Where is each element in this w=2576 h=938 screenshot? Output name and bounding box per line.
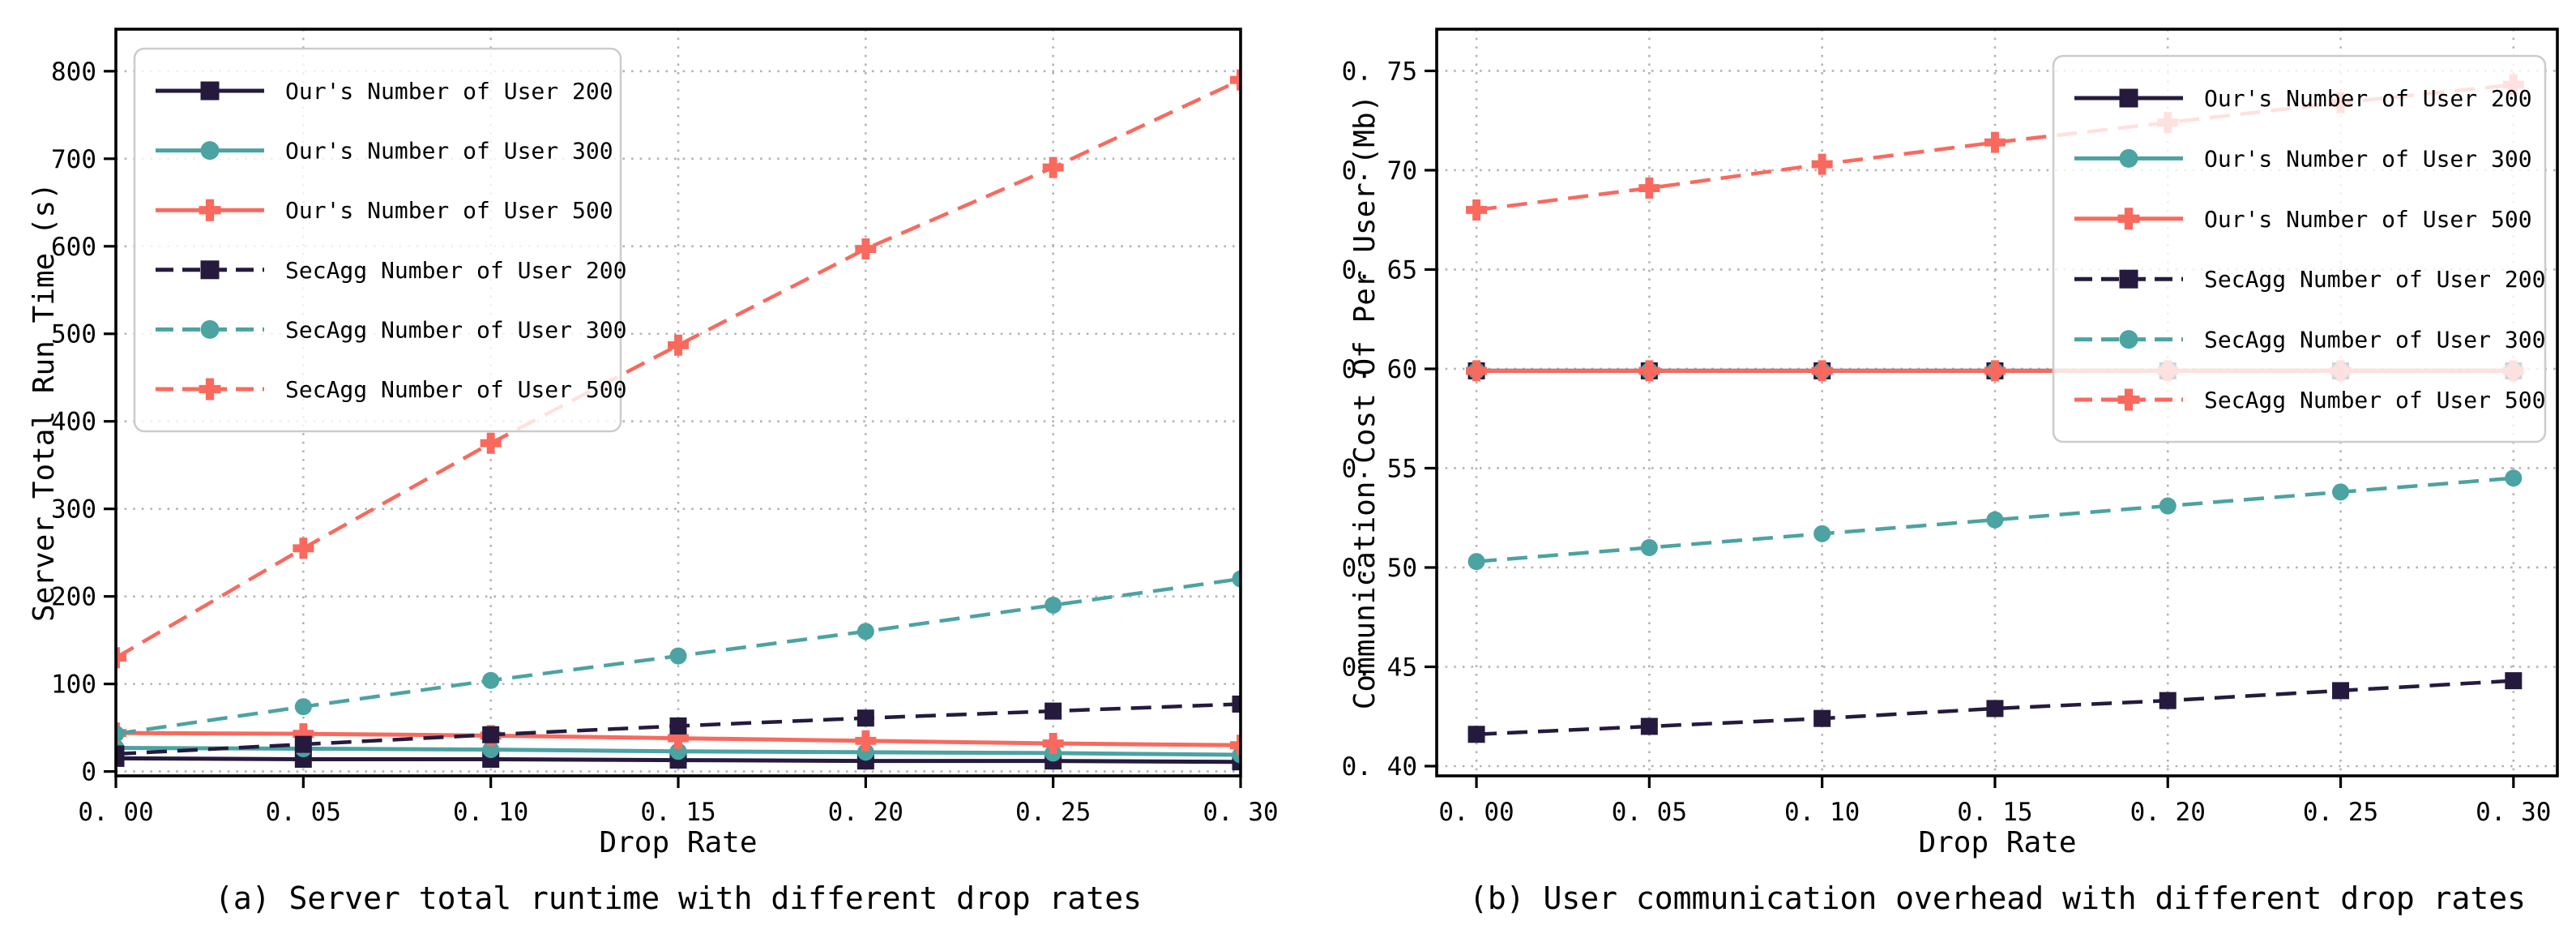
svg-text:SecAgg Number of User 500: SecAgg Number of User 500 [2204,387,2545,413]
svg-text:500: 500 [51,320,96,349]
svg-text:0. 10: 0. 10 [1784,798,1860,827]
series-6 [116,69,1241,669]
svg-text:Our's Number of User 200: Our's Number of User 200 [2204,85,2532,112]
svg-text:SecAgg Number of User 300: SecAgg Number of User 300 [2204,327,2545,353]
svg-text:SecAgg Number of User 500: SecAgg Number of User 500 [285,376,626,403]
svg-text:0. 65: 0. 65 [1342,255,1417,285]
svg-text:400: 400 [51,408,96,437]
svg-text:0. 20: 0. 20 [828,798,904,827]
svg-text:0. 15: 0. 15 [1957,798,2032,827]
plot-frame [114,28,1242,777]
svg-text:300: 300 [51,495,96,525]
svg-text:Our's Number of User 500: Our's Number of User 500 [2204,206,2532,233]
svg-text:0. 30: 0. 30 [1203,798,1278,827]
panel-b-x-axis-label: Drop Rate [1918,826,2077,859]
plot-frame [1435,28,2559,777]
svg-text:0. 10: 0. 10 [453,798,528,827]
svg-text:0. 20: 0. 20 [2130,798,2206,827]
svg-text:100: 100 [51,670,96,700]
legend-item-1: Our's Number of User 200 [2074,85,2532,112]
svg-text:0. 75: 0. 75 [1342,57,1417,86]
svg-text:700: 700 [51,145,96,174]
svg-text:0. 30: 0. 30 [2476,798,2551,827]
svg-text:0. 60: 0. 60 [1342,355,1417,384]
svg-text:Our's Number of User 300: Our's Number of User 300 [285,138,613,165]
legend-item-2: Our's Number of User 300 [156,138,613,165]
svg-text:0. 55: 0. 55 [1342,454,1417,483]
svg-text:0. 00: 0. 00 [1438,798,1514,827]
svg-text:Our's Number of User 300: Our's Number of User 300 [2204,145,2532,172]
svg-text:600: 600 [51,233,96,262]
svg-text:0. 40: 0. 40 [1342,752,1417,782]
axis-ticks [104,70,1242,788]
panel-b-caption: (b) User communication overhead with dif… [1468,880,2527,916]
tick-labels: 0. 00 0. 05 0. 10 0. 15 0. 20 0. 25 0. 30 0. 40… [1342,57,2552,827]
svg-text:0. 25: 0. 25 [2303,798,2378,827]
svg-text:0. 50: 0. 50 [1342,554,1417,583]
svg-text:0. 05: 0. 05 [266,798,341,827]
panel-b-y-axis-label: Communication Cost Of Per User (Mb) [1348,94,1382,710]
panel-a-plot: 0. 00 0. 05 0. 10 0. 15 0. 20 0. 25 0. 30 0 100 2… [51,28,1279,827]
legend-item-5: SecAgg Number of User 300 [2074,327,2545,353]
legend-box: Our's Number of User 200 Our's Number of … [133,47,626,433]
legend-item-4: SecAgg Number of User 200 [2074,266,2545,293]
svg-text:200: 200 [51,583,96,612]
svg-text:SecAgg Number of User 300: SecAgg Number of User 300 [285,316,626,343]
legend-item-6: SecAgg Number of User 500 [2074,387,2545,413]
series-4 [1467,672,2523,743]
panel-a-caption: (a) Server total runtime with different … [215,880,1142,916]
panel-a-y-axis-label: Server Total Run Time (s) [28,182,61,622]
svg-text:0. 05: 0. 05 [1612,798,1687,827]
axis-ticks [1425,69,2515,788]
legend-item-1: Our's Number of User 200 [156,78,613,105]
panel-a-x-axis-label: Drop Rate [599,826,758,859]
legend-item-3: Our's Number of User 500 [2074,206,2532,233]
svg-text:SecAgg Number of User 200: SecAgg Number of User 200 [2204,266,2545,293]
series-lines [116,69,1241,771]
svg-text:SecAgg Number of User 200: SecAgg Number of User 200 [285,257,626,284]
series-4 [116,695,1241,763]
svg-text:0: 0 [81,758,96,787]
svg-text:0. 45: 0. 45 [1342,653,1417,682]
series-5 [116,570,1241,743]
series-5 [1467,469,2523,571]
legend-item-4: SecAgg Number of User 200 [156,257,626,284]
svg-text:0. 70: 0. 70 [1342,156,1417,186]
legend-item-5: SecAgg Number of User 300 [156,316,626,343]
svg-text:800: 800 [51,58,96,87]
legend-item-2: Our's Number of User 300 [2074,145,2532,172]
svg-text:Our's Number of User 200: Our's Number of User 200 [285,78,613,105]
panel-b-plot: 0. 00 0. 05 0. 10 0. 15 0. 20 0. 25 0. 30 0. 40… [1342,28,2559,827]
svg-text:Our's Number of User 500: Our's Number of User 500 [285,197,613,224]
tick-labels: 0. 00 0. 05 0. 10 0. 15 0. 20 0. 25 0. 30 0 100 2… [51,58,1279,827]
svg-text:0. 25: 0. 25 [1015,798,1091,827]
legend-box: Our's Number of User 200 Our's Number of … [2052,54,2547,443]
svg-text:0. 00: 0. 00 [78,798,153,827]
legend-item-3: Our's Number of User 500 [156,197,613,224]
legend-item-6: SecAgg Number of User 500 [156,376,626,403]
svg-text:0. 15: 0. 15 [640,798,716,827]
